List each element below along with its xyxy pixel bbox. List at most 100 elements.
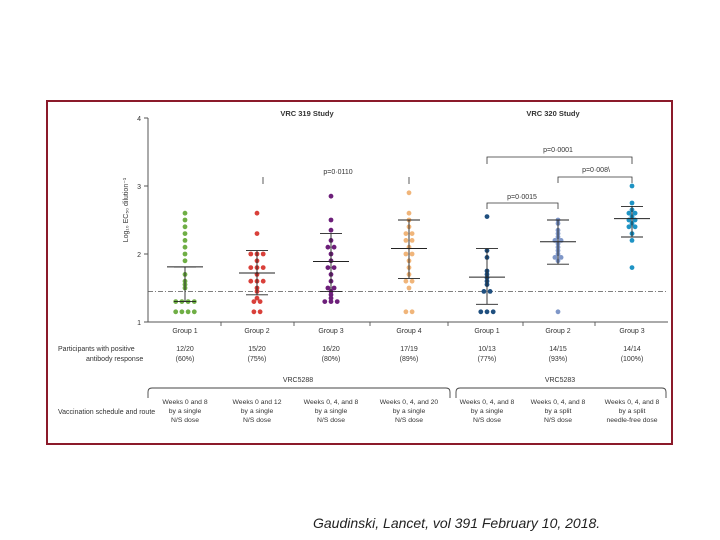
data-point (182, 238, 188, 243)
data-point (409, 238, 415, 243)
schedule-line: Weeks 0, 4, and 8 (460, 399, 515, 406)
data-point (555, 309, 561, 315)
positive-count: 14/15 (549, 346, 567, 353)
positive-percent: (100%) (621, 356, 644, 363)
pvalue-bracket (557, 176, 633, 183)
pvalue-label: p=0·0001 (543, 147, 573, 154)
data-point (260, 265, 266, 270)
data-point (328, 299, 334, 304)
pvalue-label: p=0·008\ (582, 167, 610, 174)
positive-count: 15/20 (248, 346, 266, 353)
group-label: Group 3 (318, 328, 343, 335)
y-tick-label: 3 (137, 184, 141, 191)
data-point (629, 238, 635, 243)
schedule-line: by a split (545, 408, 572, 415)
data-point (552, 255, 558, 260)
group-label: Group 1 (172, 328, 197, 335)
data-point (632, 210, 638, 216)
data-point (182, 258, 188, 264)
y-tick-label: 4 (137, 116, 141, 123)
data-point (409, 278, 415, 284)
data-point (403, 238, 409, 243)
schedule-line: Weeks 0 and 8 (162, 399, 207, 406)
positive-percent: (75%) (248, 356, 267, 363)
data-point (632, 224, 638, 230)
positive-percent: (77%) (478, 356, 497, 363)
data-point (403, 231, 409, 237)
group-label: Group 1 (474, 328, 499, 335)
schedule-line: by a single (169, 408, 202, 415)
data-point (626, 210, 632, 216)
data-point (403, 251, 409, 257)
data-point (182, 217, 188, 223)
positive-count: 17/19 (400, 346, 418, 353)
data-point (406, 285, 412, 291)
vaccine-label-vrc5288: VRC5288 (283, 377, 313, 384)
data-point (328, 217, 334, 223)
data-point (484, 309, 490, 315)
y-tick-label: 2 (137, 252, 141, 259)
data-point (191, 309, 197, 315)
data-point (182, 224, 188, 230)
group-label: Group 4 (396, 328, 421, 335)
data-point (322, 299, 328, 304)
schedule-line: by a split (619, 408, 646, 415)
data-point (409, 251, 415, 257)
pvalue-label: p=0·0015 (507, 194, 537, 201)
data-point (484, 214, 490, 219)
positive-percent: (93%) (549, 356, 568, 363)
vaccine-bracket-vrc5283 (455, 387, 667, 398)
data-point (629, 183, 635, 189)
data-point (254, 210, 260, 216)
data-point (626, 224, 632, 230)
data-point (481, 289, 487, 294)
data-point (629, 200, 635, 206)
data-point (409, 309, 415, 315)
data-point (487, 289, 493, 294)
group-label: Group 2 (545, 328, 570, 335)
positive-count: 12/20 (176, 346, 194, 353)
positive-count: 14/14 (623, 346, 641, 353)
data-point (403, 278, 409, 284)
schedule-line: by a single (241, 408, 274, 415)
data-point (328, 227, 334, 233)
schedule-line: N/S dose (473, 417, 501, 424)
positive-percent: (60%) (176, 356, 195, 363)
schedule-line: N/S dose (243, 417, 271, 424)
responders-row-label-line2: antibody response (86, 356, 143, 363)
data-point (248, 251, 254, 257)
responders-row-label-line1: Participants with positive (58, 346, 135, 353)
citation: Gaudinski, Lancet, vol 391 February 10, … (313, 515, 601, 531)
positive-count: 16/20 (322, 346, 340, 353)
data-point (406, 210, 412, 216)
y-axis-label: Log₁₀ EC₅₀ dilution⁻¹ (123, 177, 130, 242)
pvalue-label: p=0·0110 (323, 169, 352, 176)
data-point (248, 265, 254, 270)
figure-frame: 1 2 3 4 Log₁₀ EC₅₀ dilution⁻¹ VRC 319 Study VR… (46, 100, 673, 445)
vaccine-bracket-vrc5288 (147, 387, 451, 398)
data-point (260, 278, 266, 284)
group-label: Group 3 (619, 328, 644, 335)
data-point (179, 309, 185, 315)
antibody-scatter-chart: 1 2 3 4 Log₁₀ EC₅₀ dilution⁻¹ VRC 319 Study VR… (58, 109, 668, 424)
pvalue-bracket (486, 156, 633, 164)
schedule-line: by a single (393, 408, 426, 415)
schedule-line: Weeks 0, 4, and 8 (605, 399, 660, 406)
schedule-row-label: Vaccination schedule and route (58, 409, 155, 416)
data-point (325, 244, 331, 250)
data-point (260, 251, 266, 257)
data-point (490, 309, 496, 315)
data-point (403, 309, 409, 315)
data-point (173, 309, 179, 315)
data-point (185, 309, 191, 315)
data-point (629, 265, 635, 270)
schedule-line: N/S dose (395, 417, 423, 424)
data-point (248, 278, 254, 284)
y-tick-label: 1 (137, 320, 141, 327)
schedule-line: by a single (471, 408, 504, 415)
data-point (182, 251, 188, 257)
data-point (257, 309, 263, 315)
schedule-line: N/S dose (544, 417, 572, 424)
schedule-line: Weeks 0, 4, and 20 (380, 399, 439, 406)
pvalue-bracket (486, 202, 559, 209)
